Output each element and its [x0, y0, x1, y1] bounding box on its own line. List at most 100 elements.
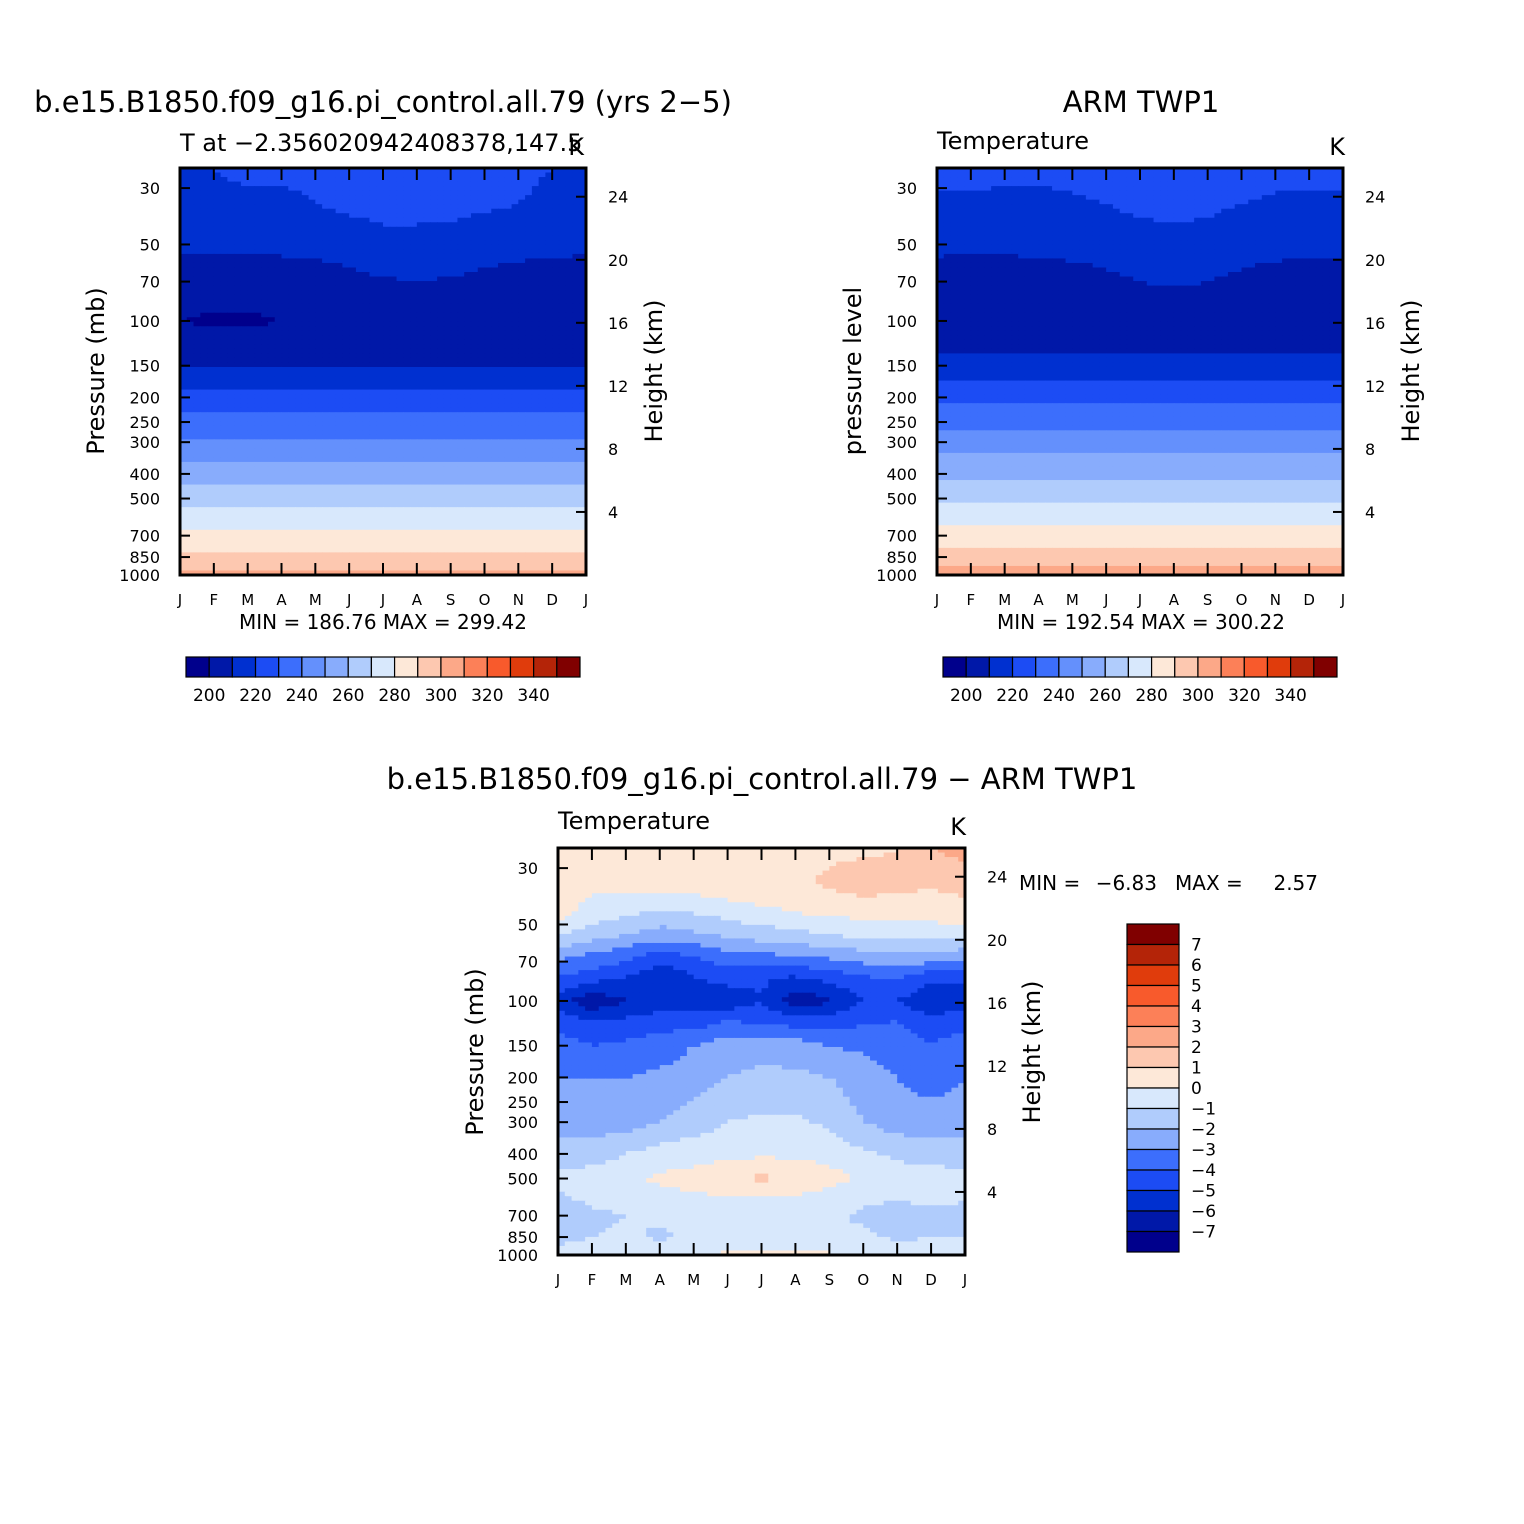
field-cell [349, 480, 357, 486]
field-cell [193, 235, 201, 241]
field-cell [274, 262, 283, 269]
field-cell [450, 177, 459, 183]
field-cell [389, 461, 398, 468]
field-cell [430, 326, 438, 332]
field-cell [416, 516, 425, 522]
field-cell [315, 484, 323, 490]
field-cell [396, 371, 404, 377]
field-cell [247, 344, 256, 350]
field-cell [423, 172, 431, 178]
field-cell [464, 362, 472, 368]
field-cell [186, 222, 195, 228]
field-cell [531, 416, 540, 422]
field-cell [193, 470, 201, 477]
field-cell [552, 285, 560, 291]
field-cell [362, 326, 371, 332]
field-cell [301, 443, 310, 449]
field-cell [355, 339, 364, 345]
field-cell [518, 190, 526, 196]
field-cell [186, 489, 195, 495]
field-cell [470, 475, 479, 481]
field-cell [315, 412, 323, 418]
field-cell [376, 457, 384, 463]
field-cell [450, 339, 459, 345]
field-cell [186, 534, 195, 540]
field-cell [180, 262, 188, 269]
field-cell [207, 534, 215, 540]
field-cell [254, 461, 262, 468]
field-cell [369, 403, 377, 409]
field-cell [369, 240, 377, 246]
field-cell [281, 407, 289, 413]
field-cell [267, 534, 276, 540]
field-cell [308, 434, 316, 440]
field-cell [349, 385, 357, 391]
field-cell [558, 389, 567, 395]
field-cell [355, 303, 364, 309]
field-cell [525, 357, 533, 364]
field-cell [281, 434, 289, 440]
field-cell [227, 272, 235, 278]
field-cell [491, 258, 499, 264]
field-cell [498, 380, 506, 386]
field-cell [281, 294, 289, 300]
field-cell [525, 195, 533, 201]
field-cell [491, 502, 499, 508]
field-cell [565, 262, 574, 269]
field-cell [572, 498, 580, 504]
field-cell [254, 335, 262, 341]
field-cell [180, 326, 188, 332]
field-cell [531, 434, 540, 440]
field-cell [491, 371, 499, 377]
field-cell [274, 308, 283, 314]
field-cell [389, 538, 398, 544]
field-cell [552, 434, 560, 440]
field-cell [288, 308, 296, 314]
field-cell [464, 204, 472, 210]
field-cell [328, 529, 337, 535]
field-cell [342, 281, 350, 287]
field-cell [240, 371, 249, 377]
field-cell [443, 484, 452, 490]
field-cell [437, 376, 445, 382]
field-cell [579, 371, 587, 377]
field-cell [558, 299, 567, 305]
field-cell [484, 208, 492, 214]
field-cell [322, 199, 330, 205]
field-cell [267, 470, 276, 477]
field-cell [504, 285, 513, 291]
field-cell [328, 294, 337, 300]
field-cell [220, 425, 228, 431]
field-cell [511, 430, 519, 436]
field-cell [430, 389, 438, 395]
field-cell [200, 172, 208, 178]
field-cell [186, 312, 195, 318]
field-cell [362, 511, 371, 517]
field-cell [572, 362, 580, 368]
field-cell [464, 308, 472, 314]
field-cell [498, 534, 506, 540]
field-cell [437, 516, 445, 522]
field-cell [315, 312, 323, 318]
field-cell [403, 507, 411, 513]
field-cell [267, 168, 276, 174]
field-cell [369, 525, 377, 531]
field-cell [389, 281, 398, 287]
field-cell [579, 366, 587, 373]
field-cell [369, 412, 377, 418]
field-cell [389, 385, 398, 391]
field-cell [477, 489, 486, 495]
field-cell [186, 470, 195, 477]
field-cell [362, 475, 371, 481]
field-cell [315, 480, 323, 486]
field-cell [355, 430, 364, 436]
field-cell [267, 493, 276, 499]
field-cell [403, 208, 411, 214]
field-cell [504, 321, 513, 327]
field-cell [207, 317, 215, 323]
field-cell [565, 430, 574, 436]
field-cell [518, 525, 526, 531]
field-cell [267, 285, 276, 291]
field-cell [200, 416, 208, 422]
field-cell [477, 208, 486, 214]
